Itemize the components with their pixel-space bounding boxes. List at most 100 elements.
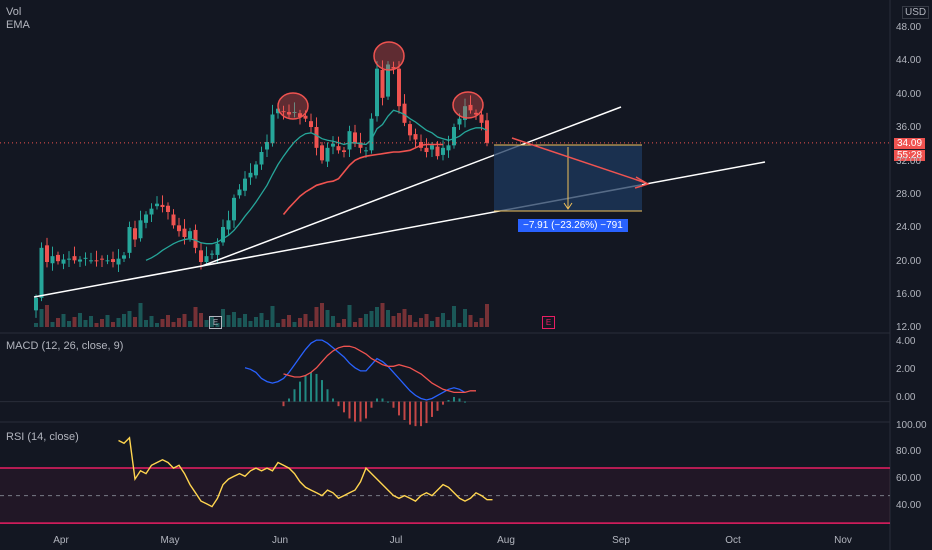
candle-body	[122, 255, 126, 259]
y-tick-label: 24.00	[896, 222, 922, 233]
measure-arrowhead	[563, 202, 573, 210]
candle-body	[463, 106, 467, 120]
projection-arrow	[511, 137, 647, 184]
candle-body	[149, 208, 154, 215]
volume-bar	[419, 318, 423, 327]
volume-bar	[452, 306, 456, 327]
macd-histogram-bar	[321, 380, 323, 402]
candle-body	[177, 225, 181, 232]
volume-bar	[474, 322, 478, 327]
x-tick-label: Apr	[53, 535, 69, 546]
macd-histogram-bar	[348, 401, 351, 419]
candle-body	[232, 197, 236, 221]
macd-histogram-bar	[288, 398, 290, 402]
volume-bar	[100, 319, 104, 327]
macd-histogram-bar	[299, 381, 301, 402]
candle-body	[435, 146, 440, 157]
macd-histogram-bar	[420, 401, 422, 427]
volume-bar	[276, 323, 280, 327]
volume-bar	[204, 320, 209, 327]
candle-body	[116, 258, 121, 265]
candle-body	[72, 256, 77, 261]
candle-body	[221, 227, 225, 243]
candle-body	[430, 145, 434, 150]
x-tick-label: Jul	[389, 535, 403, 546]
macd-histogram-bar	[458, 398, 461, 402]
volume-bar	[149, 316, 154, 327]
candle-body	[402, 103, 407, 123]
candle-body	[100, 258, 104, 260]
projection-arrowhead	[634, 176, 650, 189]
candle-body	[441, 147, 445, 155]
candle-body	[408, 124, 412, 136]
macd-histogram-bar	[431, 401, 433, 417]
volume-bar	[342, 319, 346, 327]
candle-body	[336, 146, 341, 151]
volume-bar	[397, 313, 401, 327]
macd-histogram-bar	[332, 398, 334, 402]
volume-bar	[479, 318, 484, 327]
volume-bar	[347, 305, 352, 327]
candle-body	[265, 142, 269, 150]
volume-bar	[254, 317, 258, 327]
x-tick-label: Nov	[834, 535, 852, 546]
head-marker	[373, 41, 405, 71]
macd-histogram-bar	[343, 401, 345, 413]
macd-histogram-bar	[282, 401, 285, 407]
volume-bar	[331, 316, 335, 327]
volume-bar	[50, 322, 55, 327]
volume-bar	[358, 318, 363, 327]
macd-histogram-bar	[354, 401, 356, 422]
volume-bar	[89, 316, 93, 327]
countdown-tag: 55:28	[894, 150, 926, 161]
volume-bar	[248, 321, 253, 327]
candle-body	[188, 231, 192, 239]
candle-body	[287, 112, 291, 115]
volume-bar	[402, 309, 407, 327]
candle-body	[479, 114, 484, 123]
macd-histogram-bar	[436, 401, 439, 411]
right-shoulder-marker	[452, 91, 484, 119]
volume-bar	[485, 304, 489, 327]
volume-bar	[386, 310, 390, 327]
candle-body	[424, 147, 429, 152]
candle-body	[166, 205, 170, 212]
signal-line	[283, 345, 476, 394]
volume-bar	[215, 323, 220, 327]
candle-body	[281, 111, 286, 113]
volume-bar	[380, 303, 385, 327]
macd-histogram-bar	[326, 389, 329, 402]
candle-body	[39, 247, 44, 298]
earnings-marker-1[interactable]: E	[209, 316, 222, 329]
volume-bar	[303, 314, 308, 327]
y-tick-label: 36.00	[896, 122, 922, 133]
volume-bar	[144, 320, 148, 327]
candle-body	[369, 118, 374, 151]
candle-body	[199, 250, 203, 262]
volume-bar	[193, 307, 198, 327]
rsi-band-fill	[0, 468, 890, 524]
rsi-title: RSI (14, close)	[6, 431, 79, 443]
macd-histogram-bar	[293, 389, 296, 402]
volume-bar	[72, 317, 77, 327]
volume-bar	[287, 315, 291, 327]
volume-bar	[353, 322, 357, 327]
candle-body	[138, 220, 143, 239]
volume-bar	[408, 315, 412, 327]
candle-body	[105, 260, 110, 262]
candle-body	[237, 189, 242, 196]
earnings-marker-2[interactable]: E	[542, 316, 555, 329]
volume-bar	[424, 314, 429, 327]
volume-bar	[210, 316, 214, 327]
candle-body	[34, 297, 38, 311]
candle-body	[133, 228, 137, 240]
candle-body	[259, 152, 264, 165]
volume-bar	[45, 305, 49, 327]
candle-body	[171, 214, 176, 226]
volume-bar	[182, 314, 187, 327]
volume-bar	[232, 312, 236, 327]
macd-histogram-bar	[370, 401, 373, 408]
volume-bar	[413, 322, 418, 327]
candle-body	[380, 69, 385, 98]
volume-bar	[138, 303, 143, 327]
